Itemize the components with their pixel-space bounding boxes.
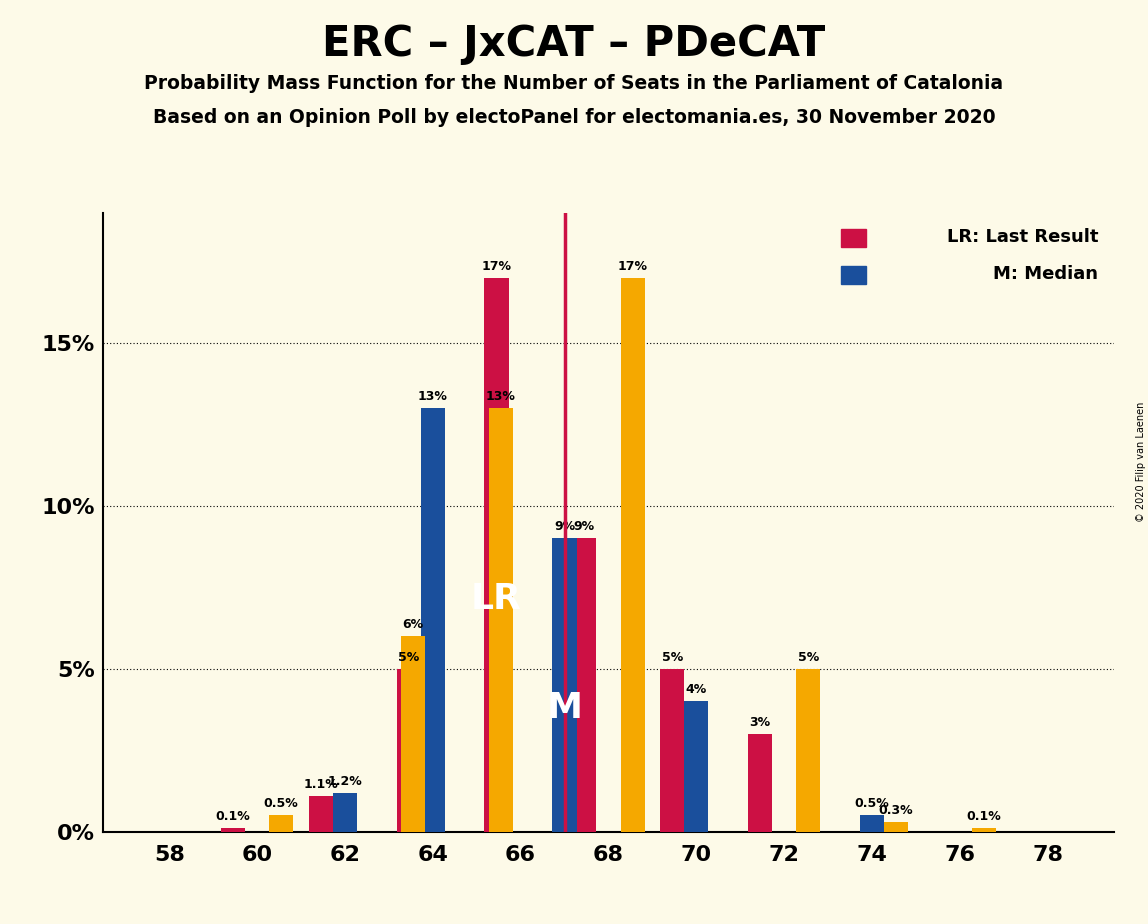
- Bar: [269, 815, 293, 832]
- Bar: [684, 701, 708, 832]
- Text: 5%: 5%: [398, 650, 419, 663]
- Bar: [860, 815, 884, 832]
- Bar: [552, 539, 576, 832]
- Bar: [972, 828, 996, 832]
- Text: 9%: 9%: [574, 520, 595, 533]
- Text: M: Median: M: Median: [993, 265, 1099, 283]
- Text: LR: Last Result: LR: Last Result: [947, 228, 1099, 246]
- Text: 1.1%: 1.1%: [303, 778, 339, 791]
- Text: 0.1%: 0.1%: [216, 810, 250, 823]
- Text: M: M: [546, 691, 582, 725]
- Text: 0.5%: 0.5%: [854, 797, 890, 810]
- Bar: [797, 669, 821, 832]
- Bar: [840, 266, 866, 284]
- Text: 17%: 17%: [481, 260, 512, 273]
- Bar: [747, 734, 773, 832]
- Text: 5%: 5%: [798, 650, 819, 663]
- Bar: [401, 636, 425, 832]
- Bar: [621, 278, 645, 832]
- Text: 13%: 13%: [486, 390, 515, 403]
- Bar: [840, 229, 866, 247]
- Text: 0.1%: 0.1%: [967, 810, 1001, 823]
- Text: 6%: 6%: [403, 618, 424, 631]
- Text: Based on an Opinion Poll by electoPanel for electomania.es, 30 November 2020: Based on an Opinion Poll by electoPanel …: [153, 108, 995, 128]
- Text: 13%: 13%: [418, 390, 448, 403]
- Bar: [884, 821, 908, 832]
- Text: 0.3%: 0.3%: [879, 804, 914, 817]
- Text: © 2020 Filip van Laenen: © 2020 Filip van Laenen: [1135, 402, 1146, 522]
- Bar: [489, 408, 513, 832]
- Bar: [309, 796, 333, 832]
- Bar: [420, 408, 444, 832]
- Bar: [333, 793, 357, 832]
- Bar: [484, 278, 509, 832]
- Bar: [396, 669, 420, 832]
- Text: LR: LR: [471, 582, 522, 616]
- Text: 1.2%: 1.2%: [327, 774, 363, 787]
- Text: Probability Mass Function for the Number of Seats in the Parliament of Catalonia: Probability Mass Function for the Number…: [145, 74, 1003, 93]
- Text: 5%: 5%: [661, 650, 683, 663]
- Bar: [572, 539, 596, 832]
- Text: 9%: 9%: [554, 520, 575, 533]
- Text: 4%: 4%: [685, 684, 707, 697]
- Text: 17%: 17%: [618, 260, 647, 273]
- Text: 0.5%: 0.5%: [264, 797, 298, 810]
- Bar: [660, 669, 684, 832]
- Text: 3%: 3%: [750, 716, 770, 729]
- Text: ERC – JxCAT – PDeCAT: ERC – JxCAT – PDeCAT: [323, 23, 825, 65]
- Bar: [220, 828, 245, 832]
